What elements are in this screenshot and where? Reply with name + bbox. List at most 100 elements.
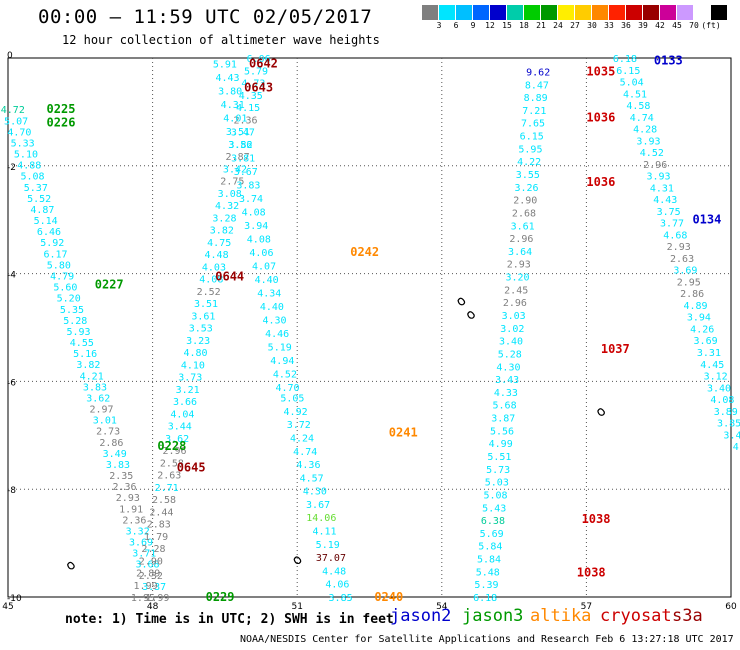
wave-height-value: 3.77 xyxy=(660,219,684,230)
legend-item-s3a: s3a xyxy=(672,606,703,626)
scale-swatch xyxy=(694,5,711,20)
wave-height-value: 4.70 xyxy=(276,383,300,394)
wave-height-value: 3.56 xyxy=(228,140,252,151)
wave-height-value: 6.38 xyxy=(481,516,505,527)
pass-time-label: 0242 xyxy=(350,245,379,259)
wave-height-value: 3.40 xyxy=(707,383,731,394)
wave-height-value: 2.87 xyxy=(226,152,250,163)
wave-height-value: 3.26 xyxy=(515,183,539,194)
wave-height-value: 3.85 xyxy=(717,419,740,430)
latitude-tick-label: 0 xyxy=(7,51,13,61)
wave-height-value: 3.51 xyxy=(194,299,218,310)
wave-height-value: 4.08 xyxy=(710,395,734,406)
wave-height-value: 2.71 xyxy=(155,483,179,494)
wave-height-value: 5.08 xyxy=(20,172,44,183)
wave-height-value: 4.58 xyxy=(626,101,650,112)
pass-time-label: 1035 xyxy=(586,64,615,78)
island-outline xyxy=(457,297,466,306)
longitude-tick-label: 48 xyxy=(147,602,159,612)
wave-height-value: 2.93 xyxy=(667,242,691,253)
longitude-tick-label: 54 xyxy=(436,602,448,612)
wave-height-value: 3.28 xyxy=(212,213,236,224)
wave-height-value: 6.15 xyxy=(520,132,544,143)
wave-height-value: 4.87 xyxy=(30,205,54,216)
longitude-tick-label: 45 xyxy=(2,602,13,612)
wave-height-value: 9.62 xyxy=(526,67,550,78)
pass-time-label: 0642 xyxy=(249,56,278,70)
wave-height-value: 3.74 xyxy=(239,194,263,205)
pass-time-label: 1038 xyxy=(577,566,606,580)
wave-height-value: 4.08 xyxy=(242,208,266,219)
wave-height-value: 2.90 xyxy=(513,196,537,207)
scale-swatch xyxy=(643,5,660,20)
wave-height-value: 1.91 xyxy=(119,504,143,515)
wave-height-value: 4.30 xyxy=(496,362,520,373)
wave-height-value: 3.69 xyxy=(129,538,153,549)
wave-height-value: 4.32 xyxy=(215,201,239,212)
pass-time-label: 0241 xyxy=(389,426,418,440)
wave-height-value: 4.03 xyxy=(202,262,226,273)
wave-height-value: 3.31 xyxy=(697,348,721,359)
wave-height-value: 2.52 xyxy=(197,287,221,298)
scale-label: 70 xyxy=(689,21,699,30)
wave-height-value: 4.36 xyxy=(296,460,320,471)
wave-height-value: 3.85 xyxy=(329,593,353,604)
wave-height-value: 5.07 xyxy=(4,116,28,127)
wave-height-value: 2.86 xyxy=(680,289,704,300)
wave-height-value: 6.06 xyxy=(247,54,271,65)
island-outline xyxy=(293,556,302,565)
wave-height-value: 4.40 xyxy=(260,302,284,313)
wave-height-value: 3.21 xyxy=(176,385,200,396)
scale-swatch xyxy=(507,5,524,20)
pass-time-label: 0134 xyxy=(692,213,721,227)
wave-height-value: 4.46 xyxy=(265,329,289,340)
wave-height-value: 6.17 xyxy=(43,249,67,260)
wave-height-value: 5.03 xyxy=(485,478,509,489)
wave-height-value: 5.05 xyxy=(280,394,304,405)
wave-height-value: 5.37 xyxy=(24,183,48,194)
wave-height-value: 2.68 xyxy=(512,208,536,219)
legend-item-jason3: jason3 xyxy=(462,606,524,626)
wave-height-value: 4.06 xyxy=(325,580,349,591)
wave-height-value: 5.20 xyxy=(57,294,81,305)
legend-item-cryosat: cryosat xyxy=(600,606,672,626)
wave-height-value: 4.26 xyxy=(690,324,714,335)
wave-height-value: 5.52 xyxy=(27,194,51,205)
wave-height-value: 4.52 xyxy=(640,148,664,159)
scale-swatch xyxy=(473,5,490,20)
wave-height-value: 3.64 xyxy=(508,247,532,258)
wave-height-value: 6.46 xyxy=(37,227,61,238)
pass-time-label: 1036 xyxy=(586,175,615,189)
wave-height-value: 6.15 xyxy=(616,66,640,77)
wave-height-value: 3.37 xyxy=(142,582,166,593)
wave-height-value: 5.33 xyxy=(11,138,35,149)
wave-height-value: 3.67 xyxy=(234,167,258,178)
wave-height-value: 4.70 xyxy=(7,127,31,138)
wave-height-value: 4.48 xyxy=(322,566,346,577)
wave-height-value: 2.89 xyxy=(136,569,160,580)
wave-height-value: 2.36 xyxy=(233,115,257,126)
scale-swatch xyxy=(711,5,728,20)
scale-label: 39 xyxy=(638,21,648,30)
wave-height-value: 2.96 xyxy=(162,446,186,457)
wave-height-value: 3.62 xyxy=(165,434,189,445)
wave-height-value: 5.93 xyxy=(67,327,91,338)
wave-height-value: 4.99 xyxy=(489,439,513,450)
pass-time-label: 1038 xyxy=(582,512,611,526)
scale-swatch xyxy=(609,5,626,20)
wave-height-value: 3.53 xyxy=(189,324,213,335)
legend-item-jason2: jason2 xyxy=(390,606,452,626)
wave-height-value: 4.57 xyxy=(300,473,324,484)
wave-height-value: 4.43 xyxy=(215,73,239,84)
wave-height-value: 4.51 xyxy=(623,89,647,100)
pass-time-label: 0226 xyxy=(47,116,76,130)
pass-time-label: 1036 xyxy=(586,110,615,124)
latitude-tick-label: -4 xyxy=(7,271,16,281)
wave-height-value: 1.79 xyxy=(144,532,168,543)
wave-height-value: 5.84 xyxy=(477,555,501,566)
wave-height-value: 5.43 xyxy=(482,503,506,514)
wave-height-value: 3.49 xyxy=(103,449,127,460)
scale-swatch xyxy=(541,5,558,20)
wave-height-value: 3.02 xyxy=(500,324,524,335)
